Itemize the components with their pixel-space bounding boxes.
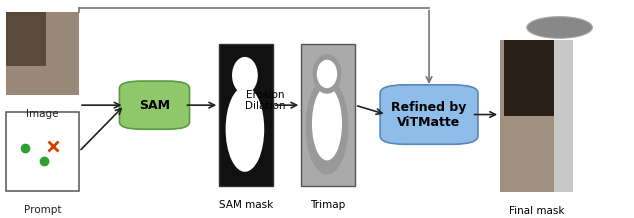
Text: Final mask: Final mask: [508, 206, 564, 216]
Ellipse shape: [313, 54, 342, 94]
FancyBboxPatch shape: [119, 81, 190, 129]
Ellipse shape: [226, 87, 264, 172]
Text: SAM: SAM: [139, 99, 170, 112]
Ellipse shape: [312, 87, 342, 160]
Ellipse shape: [317, 60, 337, 88]
FancyBboxPatch shape: [219, 44, 273, 186]
FancyBboxPatch shape: [503, 40, 558, 116]
Text: SAM mask: SAM mask: [219, 199, 273, 209]
Circle shape: [527, 17, 592, 38]
Text: Prompt: Prompt: [24, 205, 61, 215]
Ellipse shape: [306, 78, 349, 175]
FancyBboxPatch shape: [6, 112, 79, 191]
FancyBboxPatch shape: [301, 44, 355, 186]
Text: Erosion
Dilation: Erosion Dilation: [245, 90, 285, 111]
FancyBboxPatch shape: [6, 12, 46, 66]
Text: Refined by
ViTMatte: Refined by ViTMatte: [391, 100, 467, 129]
Text: Trimap: Trimap: [311, 199, 346, 209]
Ellipse shape: [232, 57, 258, 94]
Text: Image: Image: [27, 109, 59, 119]
FancyBboxPatch shape: [6, 12, 79, 95]
FancyBboxPatch shape: [555, 40, 573, 192]
FancyBboxPatch shape: [380, 85, 478, 144]
FancyBboxPatch shape: [500, 40, 573, 192]
